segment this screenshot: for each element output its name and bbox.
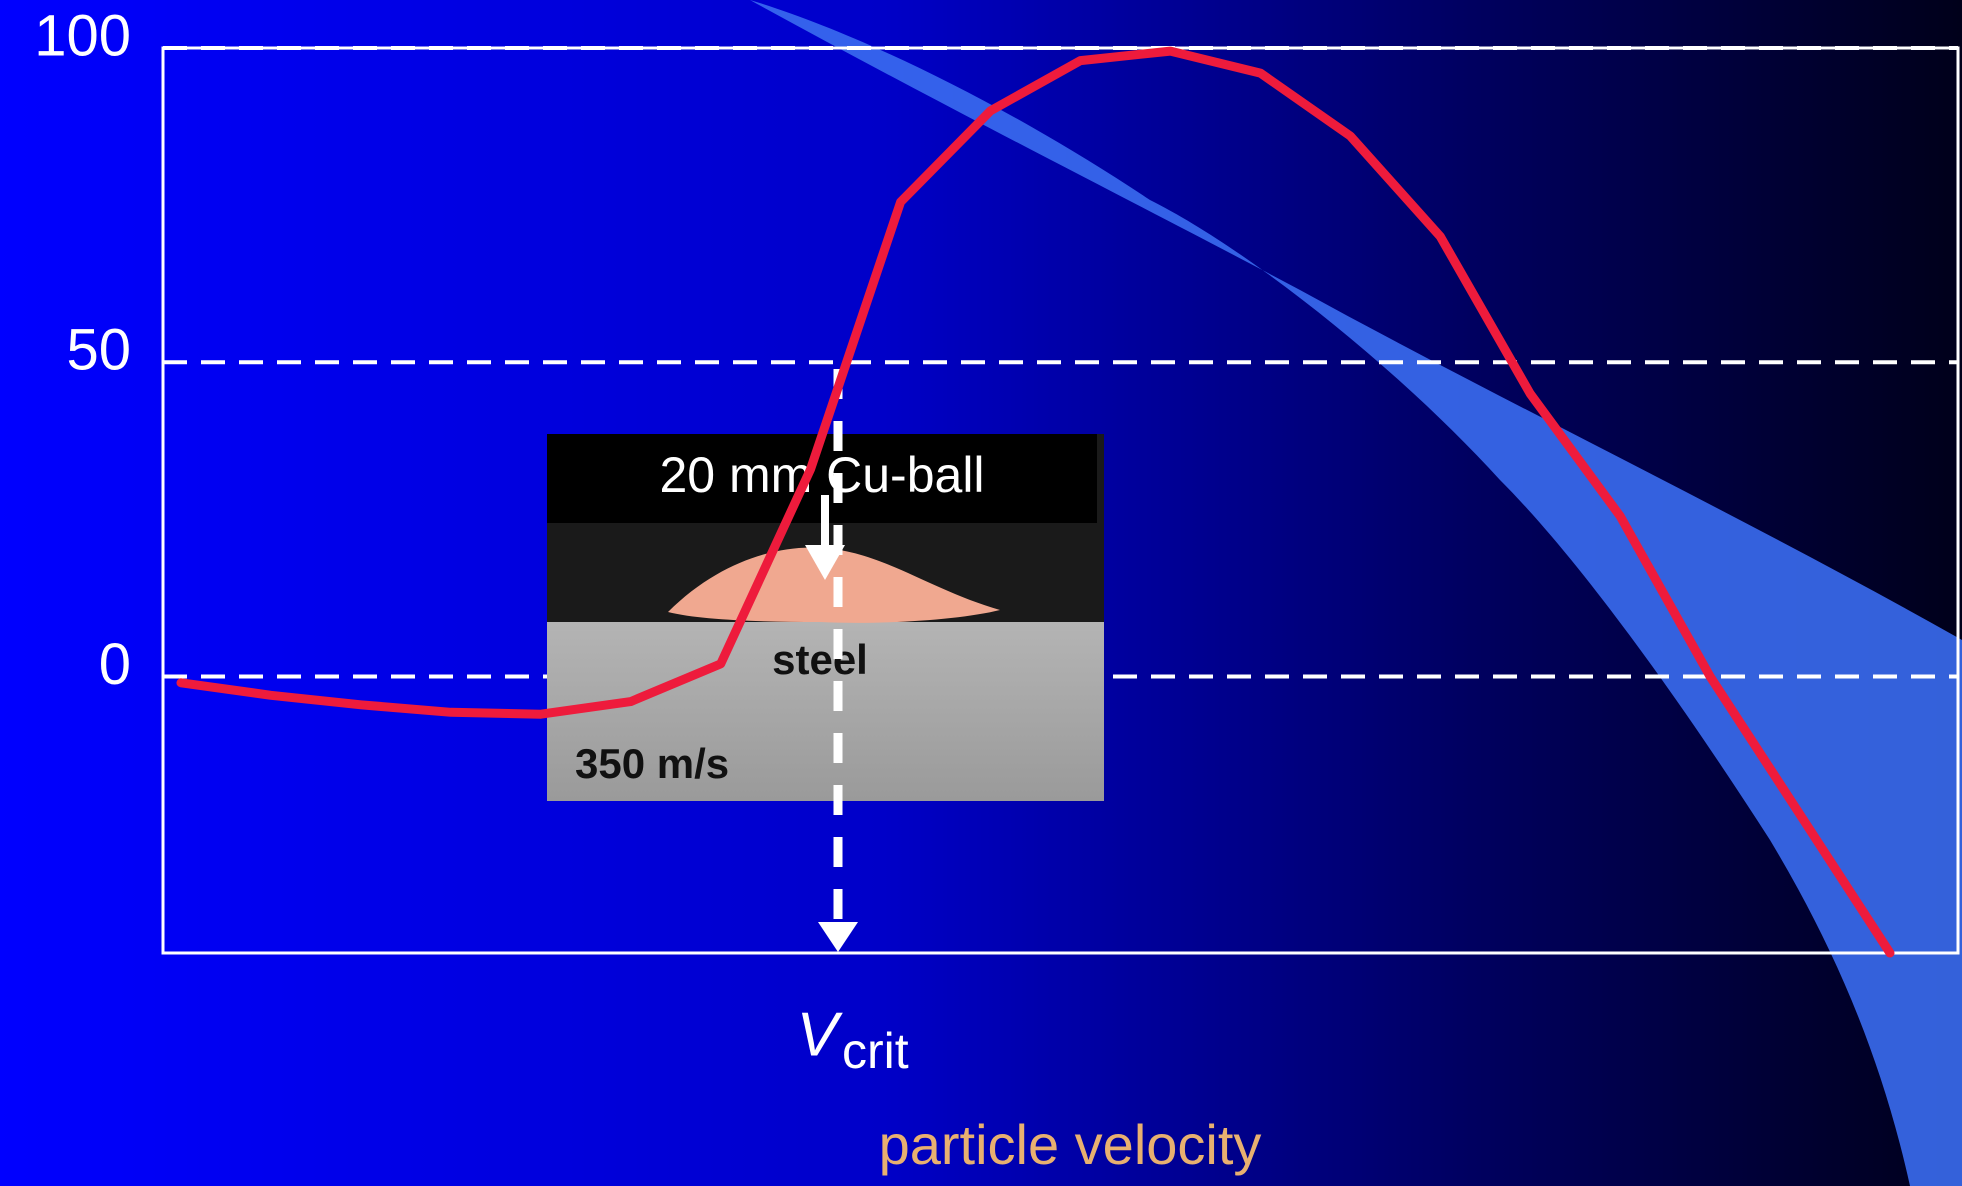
vcrit-subscript: crit (842, 1023, 909, 1079)
chart: 20 mm Cu-ball steel 350 m/s V crit parti… (0, 0, 1962, 1186)
x-axis-label: particle velocity (879, 1113, 1262, 1176)
y-tick-label: 50 (66, 318, 131, 383)
vcrit-label: V (797, 1000, 844, 1069)
inset-title: 20 mm Cu-ball (659, 447, 984, 503)
steel-label: steel (772, 636, 868, 683)
inset-photo: 20 mm Cu-ball steel 350 m/s (547, 434, 1104, 801)
y-tick-label: 0 (99, 632, 131, 697)
speed-label: 350 m/s (575, 740, 729, 787)
y-tick-label: 100 (34, 3, 131, 68)
